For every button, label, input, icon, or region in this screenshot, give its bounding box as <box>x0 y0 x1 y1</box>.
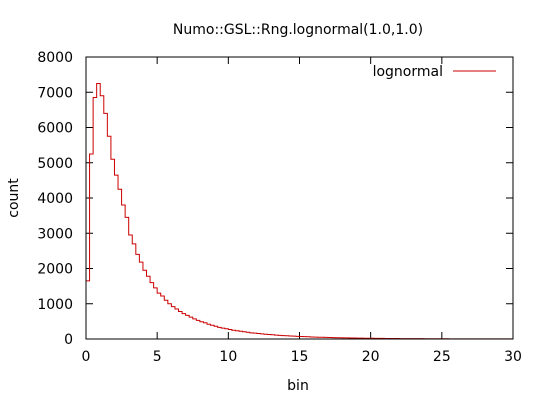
x-axis-label: bin <box>287 378 309 394</box>
y-axis-label: count <box>6 178 22 218</box>
x-tick-label: 5 <box>153 349 162 365</box>
plot-frame <box>85 56 514 340</box>
x-tick-label: 15 <box>291 349 309 365</box>
x-tick-label: 25 <box>433 349 451 365</box>
lognormal-series-line <box>86 82 513 340</box>
y-tick-label: 8000 <box>37 50 73 66</box>
x-axis-ticks: 0 5 10 15 20 25 30 <box>82 57 522 365</box>
y-tick-label: 0 <box>64 332 73 348</box>
chart-title: Numo::GSL::Rng.lognormal(1.0,1.0) <box>173 22 423 38</box>
x-tick-label: 30 <box>504 349 522 365</box>
legend-label: lognormal <box>373 64 443 80</box>
x-tick-label: 0 <box>82 349 91 365</box>
x-tick-label: 20 <box>362 349 380 365</box>
y-tick-label: 3000 <box>37 226 73 242</box>
y-tick-label: 2000 <box>37 262 73 278</box>
y-tick-label: 4000 <box>37 191 73 207</box>
y-tick-label: 6000 <box>37 121 73 137</box>
y-tick-label: 5000 <box>37 156 73 172</box>
x-tick-label: 10 <box>219 349 237 365</box>
y-axis-ticks: 0 1000 2000 3000 4000 5000 6000 7000 8000 <box>37 50 513 348</box>
y-tick-label: 1000 <box>37 297 73 313</box>
legend: lognormal <box>373 64 496 80</box>
y-tick-label: 7000 <box>37 85 73 101</box>
